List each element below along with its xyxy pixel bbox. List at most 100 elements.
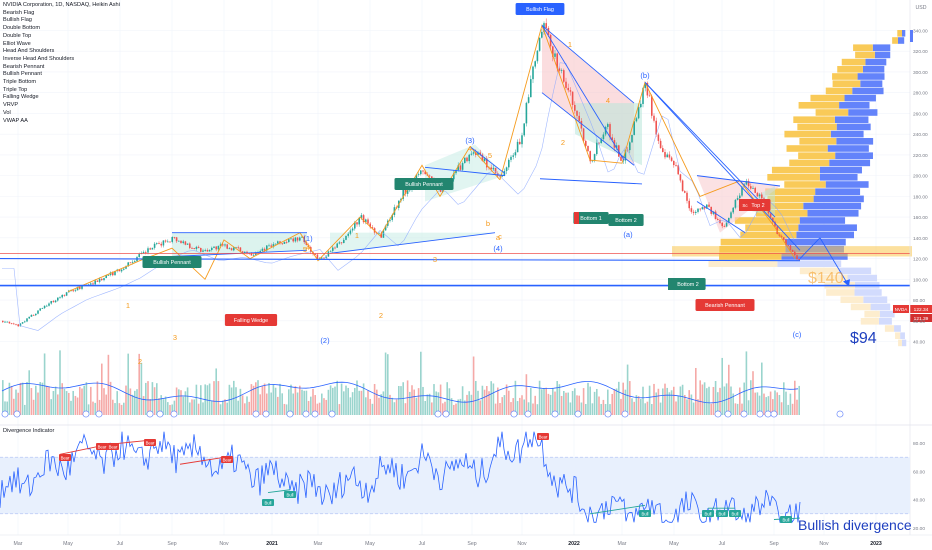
volume-bar: [290, 384, 292, 415]
candle-body: [129, 262, 132, 264]
candle-body: [728, 217, 730, 223]
price-tick-label: 140.00: [913, 236, 928, 242]
event-icon: [724, 410, 732, 418]
candle-body: [391, 214, 393, 220]
candle-body: [127, 262, 129, 267]
vrvp-profile: [708, 30, 907, 347]
candle-body: [24, 321, 26, 323]
volume-bar: [327, 389, 330, 415]
volume-bar: [52, 391, 55, 415]
candle-body: [679, 174, 682, 181]
candle-body: [145, 252, 147, 253]
volume-bar: [706, 388, 708, 415]
indicator-item[interactable]: Double Bottom: [3, 25, 41, 32]
indicator-item[interactable]: Head And Shoulders: [3, 48, 55, 55]
candle-body: [571, 91, 574, 105]
candle-body: [772, 217, 774, 222]
indicator-item[interactable]: Vol: [3, 109, 11, 116]
candle-body: [734, 199, 737, 208]
vrvp-bar-up: [771, 166, 820, 174]
volume-bar: [400, 386, 402, 415]
vrvp-bar-up: [799, 267, 839, 275]
indicator-item[interactable]: Double Top: [3, 32, 32, 39]
candle-body: [712, 211, 715, 214]
indicator-item[interactable]: Bullish Flag: [3, 17, 32, 24]
volume-bar: [699, 380, 701, 415]
vrvp-bar-down: [813, 195, 864, 203]
volume-bar: [369, 398, 371, 415]
indicator-item[interactable]: Falling Wedge: [3, 94, 39, 101]
candle-body: [384, 225, 387, 231]
candle-body: [268, 245, 270, 247]
volume-bar: [162, 399, 165, 415]
candle-body: [580, 120, 583, 129]
candle-body: [428, 175, 431, 177]
candle-body: [785, 239, 787, 246]
vrvp-bar-down: [836, 123, 871, 131]
volume-bar: [404, 403, 407, 415]
volume-bar: [54, 386, 57, 415]
indicator-item[interactable]: Triple Top: [3, 86, 28, 93]
flag-lower-line: [541, 92, 635, 166]
volume-bar: [48, 386, 50, 415]
indicator-item[interactable]: VWAP AA: [3, 117, 28, 124]
indicator-item[interactable]: Bearish Pennant: [3, 63, 45, 70]
indicator-item[interactable]: Elliot Wave: [3, 40, 31, 47]
volume-bar: [446, 382, 448, 415]
volume-bar: [523, 399, 525, 415]
volume-bar: [281, 393, 283, 415]
volume-bar: [378, 397, 380, 415]
volume-bar: [679, 386, 682, 415]
volume-bar: [596, 388, 598, 415]
volume-bar: [743, 382, 745, 415]
volume-bar: [530, 388, 532, 415]
indicator-item[interactable]: Inverse Head And Shoulders: [3, 55, 75, 62]
indicator-item[interactable]: Bullish Pennant: [3, 71, 42, 78]
volume-bar: [624, 389, 627, 415]
volume-bar: [248, 401, 250, 415]
bull-tag-box: [262, 499, 274, 506]
bear-tag-text: Bear: [539, 435, 548, 440]
volume-bar: [534, 395, 536, 415]
candle-body: [681, 180, 684, 192]
candle-body: [292, 238, 294, 242]
indicator-item[interactable]: Triple Bottom: [3, 79, 37, 86]
candle-body: [54, 300, 57, 303]
candle-body: [510, 156, 512, 160]
price-tick-label: 80.00: [913, 298, 925, 304]
candle-body: [767, 208, 770, 214]
vrvp-bar-down: [848, 109, 878, 116]
indicator-item[interactable]: Bearish Flag: [3, 9, 35, 16]
pennant3-upper-line: [469, 146, 506, 174]
vrvp-bar-up: [734, 217, 800, 224]
candle-body: [750, 186, 752, 189]
event-icon: [756, 410, 764, 418]
vrvp-bar-down: [901, 339, 907, 347]
volume-bar: [160, 395, 162, 415]
candle-body: [365, 219, 367, 223]
target-94-label: $94: [850, 330, 877, 347]
volume-bar: [461, 386, 464, 415]
candle-body: [780, 235, 783, 238]
candle-body: [686, 192, 688, 201]
vrvp-bar-down: [878, 318, 892, 325]
volume-bar: [574, 388, 576, 415]
event-icon: [770, 410, 778, 418]
candle-body: [732, 207, 734, 213]
wave-label-orange: 5: [488, 151, 492, 160]
volume-bar: [270, 392, 272, 415]
volume-bar: [175, 387, 178, 415]
candle-body: [301, 236, 303, 238]
wave-label-blue: (1): [303, 234, 313, 243]
time-tick-label: May: [669, 541, 679, 547]
vrvp-bar-up: [793, 116, 835, 123]
indicator-item[interactable]: VRVP: [3, 102, 19, 109]
volume-bar: [217, 381, 220, 415]
wave-label-blue: (b): [640, 71, 650, 80]
volume-bar: [26, 381, 28, 415]
symbol-title[interactable]: NVIDIA Corporation, 1D, NASDAQ, Heikin A…: [3, 2, 120, 8]
price-tick-label: 240.00: [913, 132, 928, 138]
candle-body: [695, 211, 697, 213]
candle-body: [343, 239, 345, 244]
candle-body: [72, 290, 74, 292]
